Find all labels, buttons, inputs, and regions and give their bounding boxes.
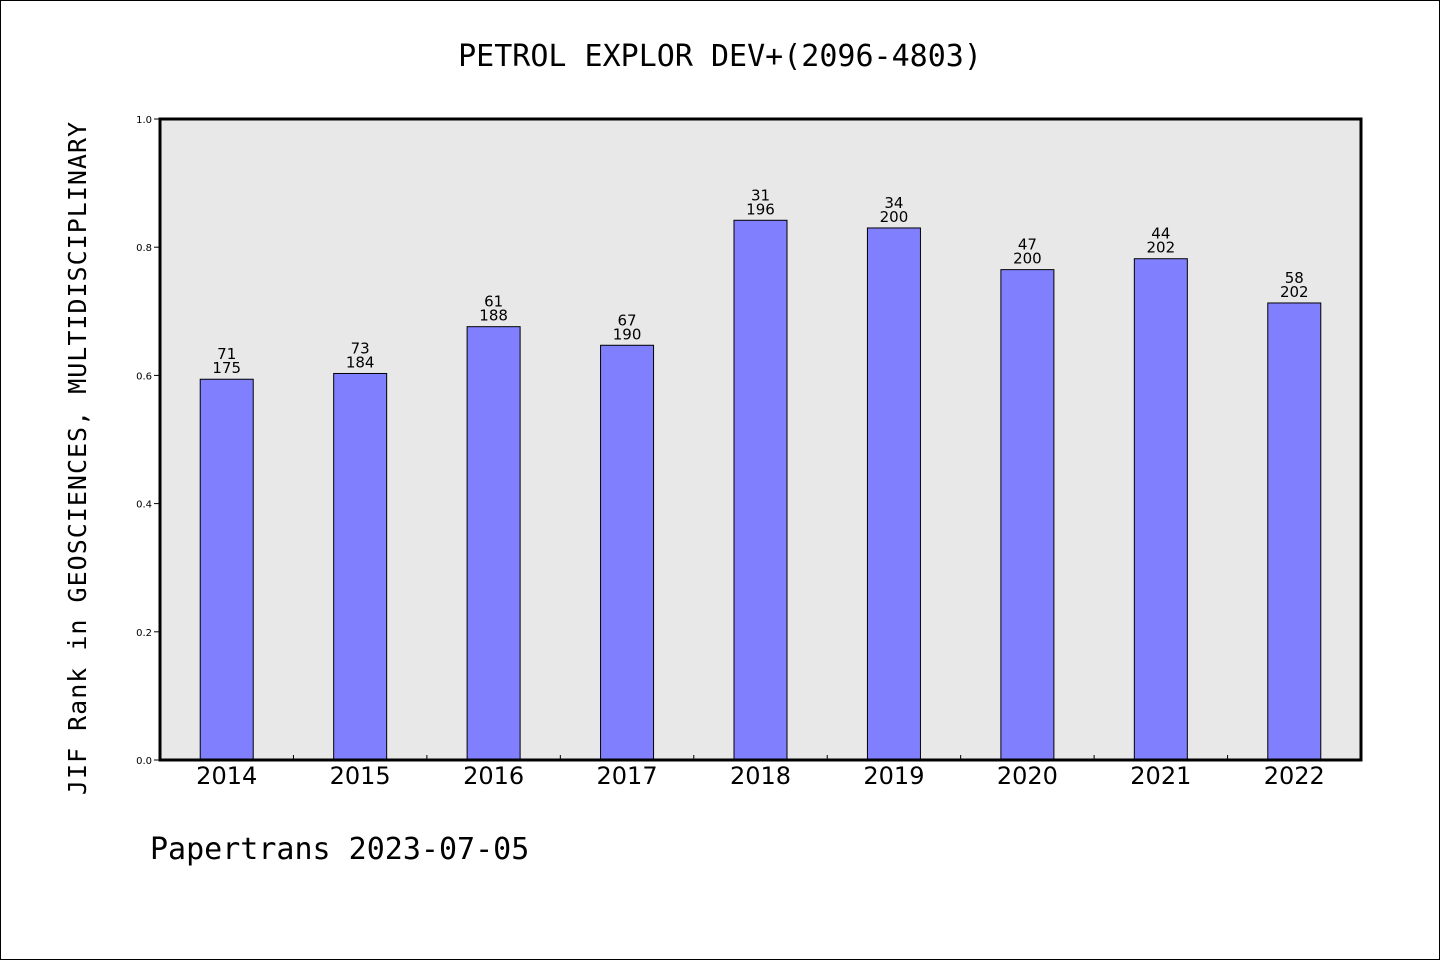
bar-2016 (466, 326, 521, 761)
y-tick-label: 0.2 (136, 628, 152, 639)
bars (199, 219, 1322, 761)
x-tick-label: 2017 (597, 762, 658, 790)
bar-total-label: 175 (212, 359, 241, 377)
bar-2014 (199, 378, 254, 761)
x-tick-label: 2020 (997, 762, 1058, 790)
x-tick-label: 2018 (730, 762, 791, 790)
y-tick-label: 0.6 (136, 371, 152, 382)
bar-total-label: 196 (746, 200, 775, 218)
x-tick-label: 2016 (463, 762, 524, 790)
bar-total-label: 190 (613, 325, 642, 343)
bar-total-label: 202 (1147, 239, 1176, 257)
bar-total-label: 188 (479, 307, 508, 325)
y-tick-label: 0.0 (136, 756, 152, 767)
x-tick-label: 2019 (863, 762, 924, 790)
bar-2022 (1267, 302, 1322, 761)
bar-total-label: 200 (880, 208, 909, 226)
bar-2015 (333, 372, 388, 761)
bar-total-label: 200 (1013, 250, 1042, 268)
x-tick-label: 2021 (1130, 762, 1191, 790)
x-tick-label: 2022 (1264, 762, 1325, 790)
bar-2019 (866, 227, 921, 761)
bar-rank-label: 34 (884, 194, 903, 212)
bar-total-label: 184 (346, 353, 375, 371)
y-tick-label: 0.8 (136, 243, 152, 254)
bar-rank-label: 31 (751, 186, 770, 204)
footer-credit: Papertrans 2023-07-05 (150, 832, 530, 867)
bar-2020 (1000, 269, 1055, 761)
y-tick-label: 1.0 (136, 115, 152, 126)
y-axis-label: JIF Rank in GEOSCIENCES, MULTIDISCIPLINA… (63, 121, 92, 795)
bar-rank-label: 71 (217, 345, 236, 363)
bar-total-label: 202 (1280, 283, 1309, 301)
x-tick-label: 2014 (196, 762, 257, 790)
bar-rank-label: 73 (351, 339, 370, 357)
bar-rank-label: 58 (1285, 269, 1304, 287)
bar-rank-label: 44 (1151, 225, 1170, 243)
x-tick-label: 2015 (330, 762, 391, 790)
plot-frame (158, 117, 1363, 762)
bar-rank-label: 67 (618, 311, 637, 329)
chart-title: PETROL EXPLOR DEV+(2096-4803) (458, 39, 982, 74)
bar-2021 (1133, 258, 1188, 761)
bar-2018 (733, 219, 788, 761)
bar-rank-label: 47 (1018, 236, 1037, 254)
y-tick-label: 0.4 (136, 500, 152, 511)
bar-rank-label: 61 (484, 293, 503, 311)
bar-2017 (600, 344, 655, 761)
